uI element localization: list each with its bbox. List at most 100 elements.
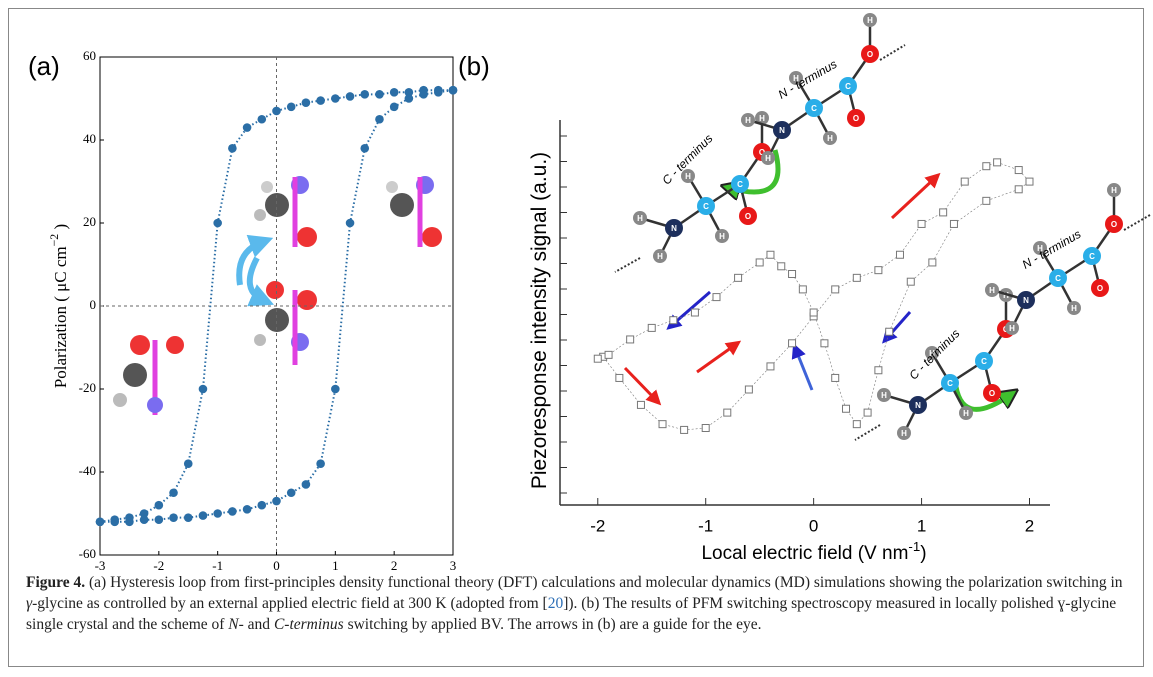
atom [741,113,755,127]
caption-text: switching by applied BV. The arrows in (… [343,616,762,633]
caption-text: (a) Hysteresis loop from first-principle… [85,574,1123,591]
y-tick-label: -60 [79,546,96,561]
data-point [852,420,861,429]
data-point [154,500,164,510]
data-point [139,515,149,525]
y-tick-label: -20 [79,380,96,395]
data-point [723,408,732,417]
x-tick-label: 1 [332,558,339,570]
caption-text[interactable]: 20 [547,595,564,612]
data-point [345,218,355,228]
molecule-tail [614,257,641,273]
panel-label: (a) [28,51,60,81]
caption-text: γ [26,595,33,612]
atom [983,384,1001,402]
data-point [604,350,613,359]
atom [739,207,757,225]
data-point [690,308,699,317]
data-point [154,515,164,525]
data-point [626,335,635,344]
data-point [301,98,311,107]
data-point [198,511,208,520]
atom [897,426,911,440]
caption-text: C-terminus [273,616,344,633]
atom-label: H [901,429,907,438]
y-tick-label: 40 [83,131,96,146]
axis-label: Polarization ( μC cm−2 ) [47,224,70,388]
atom-label: C [947,379,953,388]
data-point [820,339,829,348]
atom [823,131,837,145]
atom [1107,183,1121,197]
data-point [788,270,797,278]
x-tick-label: 2 [1025,516,1034,535]
atom [731,175,749,193]
data-point [389,102,399,112]
data-point [1025,177,1034,186]
atom-label: H [867,16,873,25]
data-point [928,258,937,267]
atom-label: H [827,134,833,143]
atom-label: H [929,349,935,358]
figure-frame [8,8,1144,667]
figure: (a) (b) -3-2-10123-60-40-200204060Extern… [28,13,1151,570]
atom-label: H [637,214,643,223]
data-point [939,208,948,217]
data-point [712,293,721,302]
data-point [755,258,764,267]
data-point [593,354,602,363]
x-tick-label: 1 [917,516,926,535]
atom-label: O [853,114,859,123]
x-tick-label: 3 [450,558,457,570]
data-point [183,459,193,469]
data-point [404,94,414,103]
caption-text: - and [238,616,274,633]
data-point [213,509,222,518]
data-point [257,114,267,124]
atom-label: O [1111,220,1117,229]
atom-label: H [657,252,663,261]
atom [653,249,667,263]
data-point [331,94,340,103]
data-point [960,177,969,186]
atom-label: H [759,114,765,123]
atom-label: H [765,154,771,163]
atom [985,283,999,297]
data-point [213,218,222,228]
data-point [680,425,689,434]
data-point [183,513,193,522]
data-point [615,373,624,382]
data-point [257,500,267,510]
data-point [242,505,252,514]
atom [975,352,993,370]
data-point [331,384,340,394]
panel-label: (b) [458,51,490,81]
data-point [448,85,458,95]
data-point [228,144,237,153]
atom-label: H [963,409,969,418]
caption-text: N [228,616,239,633]
atom-label: C [811,104,817,113]
data-point [169,513,178,522]
data-point [389,87,399,97]
atom [789,71,803,85]
atom [755,111,769,125]
atom-label: C [981,357,987,366]
y-tick-label: -40 [79,463,96,478]
atom-label: C [703,202,709,211]
atom [697,197,715,215]
data-point [198,384,208,394]
atom-label: O [1097,284,1103,293]
atom-label: H [685,172,691,181]
atom [761,151,775,165]
atom-label: N [915,401,921,410]
caption-label: Figure 4. [26,574,86,591]
data-point [286,102,296,112]
data-point [110,517,120,527]
atom-label: H [881,391,887,400]
data-point [316,459,325,469]
data-point [906,277,915,286]
data-point [993,158,1002,167]
data-point [636,400,645,409]
